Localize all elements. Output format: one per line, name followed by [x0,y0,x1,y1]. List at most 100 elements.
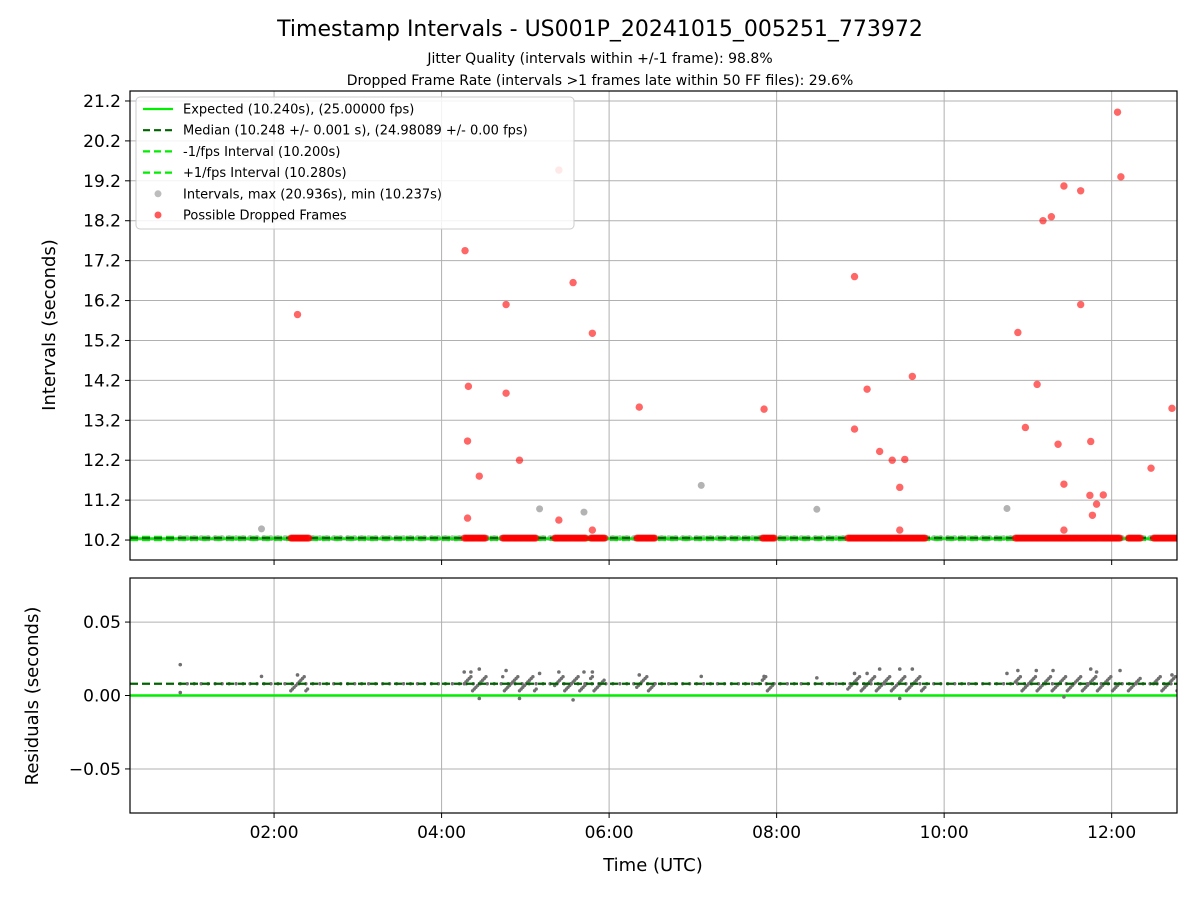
intervals-y-tick-label: 21.2 [83,92,121,112]
intervals-y-tick-label: 11.2 [83,491,121,511]
interval-outlier-point [580,508,588,516]
residual-point [450,682,455,686]
legend-label: Median (10.248 +/- 0.001 s), (24.98089 +… [183,124,528,139]
intervals-plot-area [130,108,1177,542]
residual-point [653,682,657,686]
residuals-panel: 0.05 0.00 −0.05 02:00 04:00 06:00 08:00 10:00 12… [69,577,1178,843]
residuals-y-tick-label: −0.05 [69,760,121,780]
dropped-frame-point [1088,511,1097,519]
residuals-y-tick-label: 0.05 [83,613,121,633]
residual-outlier-point [557,670,561,674]
dropped-frame-point [1076,300,1085,309]
residual-point [516,675,520,679]
dropped-frame-point [896,483,904,492]
dropped-frame-point [888,456,896,464]
dropped-frame-point [461,246,469,255]
dropped-frame-point [908,372,917,381]
residual-point [1173,675,1177,679]
residual-point [590,675,595,679]
residual-point [1033,675,1038,679]
residual-outlier-point [762,674,766,679]
residual-point [576,675,580,679]
dropped-frame-point [1047,213,1056,221]
dropped-frame-point [850,425,859,433]
chart-subtitle-jitter: Jitter Quality (intervals within +/-1 fr… [426,51,772,67]
residuals-axes-frame [129,577,1178,814]
legend-swatch-dot [154,190,162,198]
dropped-frame-point [850,272,859,281]
intervals-axes-frame [129,90,1178,561]
dropped-frame-point [1168,404,1176,413]
interval-outlier-point [536,505,544,513]
residual-point [857,675,862,679]
residual-outlier-point [897,696,902,701]
residual-point [401,682,406,686]
dropped-frame-point [475,472,483,480]
dropped-frame-point [635,403,643,411]
dropped-frame-point [481,534,489,542]
dropped-frame-point [305,534,313,542]
residual-point [750,682,755,686]
residual-point [1109,675,1113,679]
dropped-frame-point [1099,491,1107,499]
residual-outlier-point [815,676,819,680]
interval-points [177,481,1175,542]
residual-point [234,682,238,686]
x-tick-label: 12:00 [1087,823,1136,843]
dropped-frame-point [1021,423,1030,432]
intervals-y-tick-label: 14.2 [83,371,121,391]
intervals-y-tick-label: 16.2 [83,292,121,312]
dropped-frame-point [1116,534,1124,542]
legend-label: Expected (10.240s), (25.00000 fps) [183,103,414,118]
residual-point [185,682,189,686]
residual-outlier-point [1088,667,1093,671]
dropped-frame-point [588,526,597,534]
dropped-frame-point [464,382,473,391]
residual-point [903,675,907,679]
residual-point [1018,675,1023,679]
residual-outlier-point [1062,695,1066,699]
dropped-frame-point [463,514,472,522]
residual-point [534,687,538,691]
residual-outlier-point [537,671,542,676]
residual-point [872,675,877,679]
residual-outlier-point [178,662,183,667]
residual-outlier-point [910,667,915,671]
residual-outlier-point [178,690,183,695]
dropped-frame-point [588,329,597,337]
x-axis-label: Time (UTC) [602,855,703,876]
residual-point [1094,675,1098,679]
dropped-frame-point [760,405,768,413]
residual-point [618,682,622,686]
residual-point [469,675,473,679]
residual-point [1138,676,1142,681]
dropped-frame-points [287,108,1177,542]
residual-point [666,682,671,686]
dropped-frame-point [293,310,302,319]
residual-outlier-point [477,696,482,701]
dropped-frame-point [463,437,472,445]
legend-swatch-dot [154,211,162,219]
dropped-frame-point [1092,500,1101,508]
dropped-frame-point [532,534,540,542]
residual-point [485,682,489,686]
intervals-y-tick-label: 10.2 [83,531,121,551]
dropped-frame-point [555,516,563,524]
dropped-frame-point [1117,173,1125,181]
dropped-frame-point [901,455,909,464]
legend-label: +1/fps Interval (10.280s) [183,166,347,181]
residual-outlier-point [469,670,473,674]
interval-outlier-point [813,505,821,513]
x-tick-label: 04:00 [417,823,466,843]
residual-outlier-point [477,667,482,671]
residual-point [923,685,927,689]
dropped-frame-point [1060,526,1068,534]
intervals-y-axis-label: Intervals (seconds) [39,239,60,411]
residual-outlier-point [1051,668,1055,673]
residual-outlier-point [571,698,575,702]
residual-point [785,682,789,686]
residual-outlier-point [504,668,508,673]
residual-point [918,682,922,686]
residual-point [269,682,273,686]
chart-title: Timestamp Intervals - US001P_20241015_00… [276,17,923,42]
